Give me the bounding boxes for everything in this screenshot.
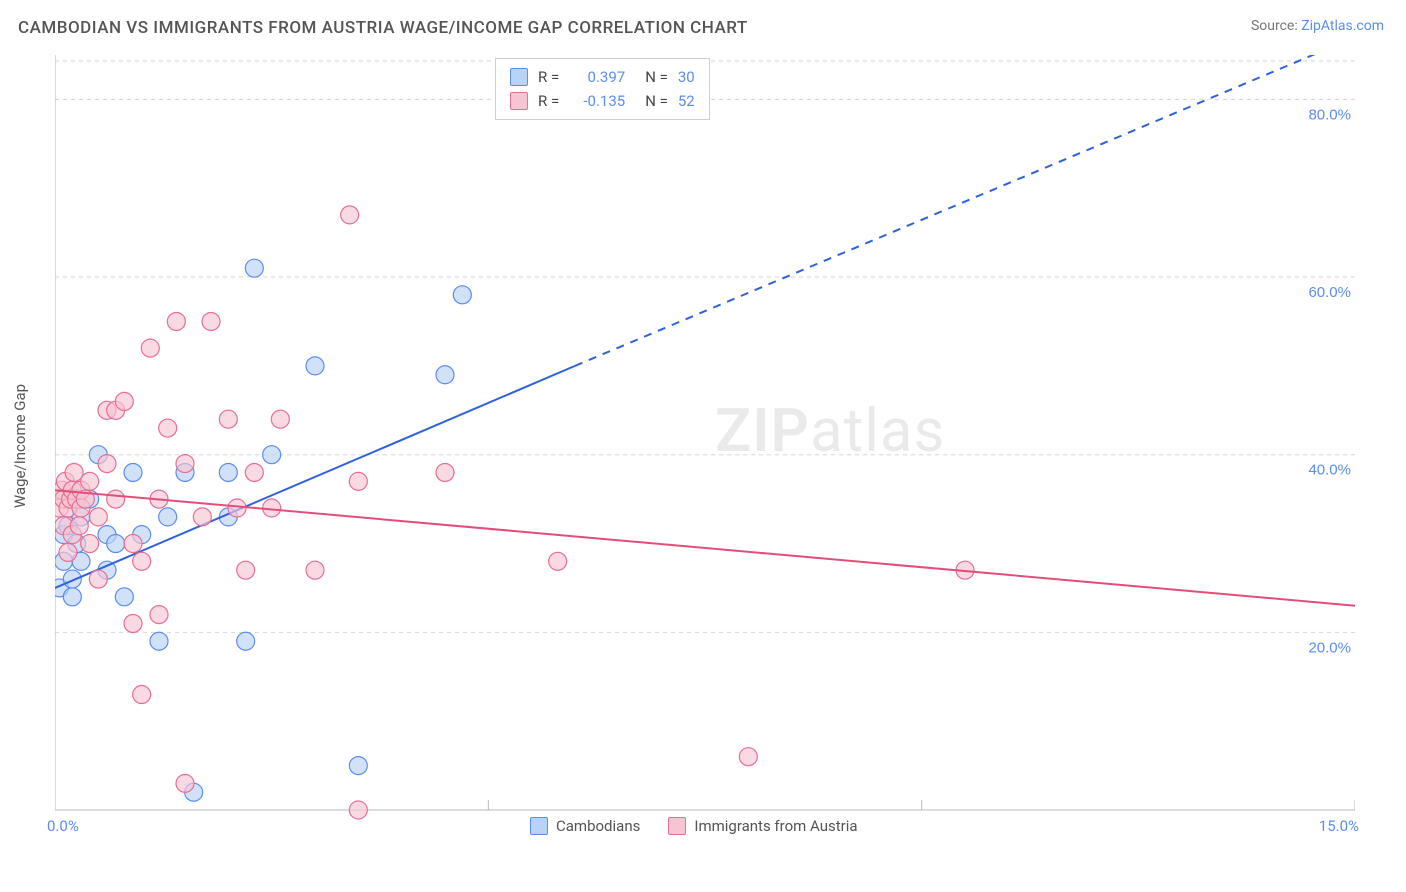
data-point bbox=[150, 632, 168, 650]
legend-swatch bbox=[668, 817, 686, 835]
data-point bbox=[176, 774, 194, 792]
data-point bbox=[349, 801, 367, 819]
legend-swatch bbox=[510, 92, 528, 110]
data-point bbox=[89, 570, 107, 588]
data-point bbox=[65, 463, 83, 481]
legend-item: Immigrants from Austria bbox=[668, 817, 857, 835]
chart-title: CAMBODIAN VS IMMIGRANTS FROM AUSTRIA WAG… bbox=[18, 18, 748, 38]
data-point bbox=[349, 472, 367, 490]
r-value: 0.397 bbox=[569, 65, 625, 89]
data-point bbox=[167, 312, 185, 330]
data-point bbox=[81, 535, 99, 553]
data-point bbox=[237, 632, 255, 650]
data-point bbox=[107, 535, 125, 553]
data-point bbox=[453, 286, 471, 304]
source-attribution: Source: ZipAtlas.com bbox=[1251, 18, 1384, 34]
data-point bbox=[159, 419, 177, 437]
data-point bbox=[549, 552, 567, 570]
data-point bbox=[63, 570, 81, 588]
correlation-legend-row: R = -0.135 N = 52 bbox=[510, 89, 695, 113]
data-point bbox=[141, 339, 159, 357]
data-point bbox=[436, 366, 454, 384]
data-point bbox=[115, 588, 133, 606]
data-point bbox=[89, 508, 107, 526]
data-point bbox=[70, 517, 88, 535]
data-point bbox=[124, 614, 142, 632]
n-value: 30 bbox=[678, 65, 695, 89]
legend-label: Immigrants from Austria bbox=[694, 817, 857, 835]
data-point bbox=[202, 312, 220, 330]
data-point bbox=[193, 508, 211, 526]
y-axis-label: Wage/Income Gap bbox=[11, 384, 29, 508]
legend-label: Cambodians bbox=[556, 817, 640, 835]
data-point bbox=[98, 455, 116, 473]
data-point bbox=[341, 206, 359, 224]
correlation-legend-row: R = 0.397 N = 30 bbox=[510, 65, 695, 89]
x-axis-min-label: 0.0% bbox=[47, 817, 79, 835]
data-point bbox=[133, 686, 151, 704]
y-tick-label: 80.0% bbox=[1308, 106, 1351, 123]
data-point bbox=[263, 446, 281, 464]
data-point bbox=[306, 357, 324, 375]
data-point bbox=[739, 748, 757, 766]
y-tick-label: 60.0% bbox=[1308, 284, 1351, 301]
watermark: ZIPatlas bbox=[715, 395, 946, 466]
data-point bbox=[228, 499, 246, 517]
data-point bbox=[133, 552, 151, 570]
data-point bbox=[436, 463, 454, 481]
data-point bbox=[176, 455, 194, 473]
series-legend: Cambodians Immigrants from Austria bbox=[530, 817, 858, 835]
watermark-rest: atlas bbox=[810, 395, 945, 466]
data-point bbox=[219, 463, 237, 481]
data-point bbox=[245, 463, 263, 481]
r-value: -0.135 bbox=[569, 89, 625, 113]
watermark-bold: ZIP bbox=[715, 395, 810, 466]
trend-line bbox=[55, 490, 1355, 605]
data-point bbox=[237, 561, 255, 579]
r-label: R = bbox=[538, 65, 559, 89]
chart-plot-area: 20.0% 40.0% 60.0% 80.0% ZIPatlas R = 0.397 N … bbox=[55, 55, 1355, 840]
data-point bbox=[124, 463, 142, 481]
data-point bbox=[59, 543, 77, 561]
n-label: N = bbox=[645, 89, 668, 113]
data-point bbox=[81, 472, 99, 490]
data-point bbox=[159, 508, 177, 526]
data-point bbox=[245, 259, 263, 277]
legend-swatch bbox=[510, 68, 528, 86]
r-label: R = bbox=[538, 89, 559, 113]
data-point bbox=[306, 561, 324, 579]
correlation-legend: R = 0.397 N = 30 R = -0.135 N = 52 bbox=[495, 58, 710, 120]
y-tick-label: 40.0% bbox=[1308, 462, 1351, 479]
data-point bbox=[107, 490, 125, 508]
data-point bbox=[150, 606, 168, 624]
data-point bbox=[115, 392, 133, 410]
data-point bbox=[63, 588, 81, 606]
source-link[interactable]: ZipAtlas.com bbox=[1301, 18, 1384, 34]
data-point bbox=[124, 535, 142, 553]
n-value: 52 bbox=[678, 89, 695, 113]
n-label: N = bbox=[645, 65, 668, 89]
x-axis-max-label: 15.0% bbox=[1319, 817, 1359, 835]
y-tick-label: 20.0% bbox=[1308, 639, 1351, 656]
data-point bbox=[349, 757, 367, 775]
data-point bbox=[271, 410, 289, 428]
legend-swatch bbox=[530, 817, 548, 835]
chart-svg: 20.0% 40.0% 60.0% 80.0% bbox=[55, 55, 1355, 840]
data-point bbox=[219, 410, 237, 428]
legend-item: Cambodians bbox=[530, 817, 640, 835]
source-prefix: Source: bbox=[1251, 18, 1301, 34]
